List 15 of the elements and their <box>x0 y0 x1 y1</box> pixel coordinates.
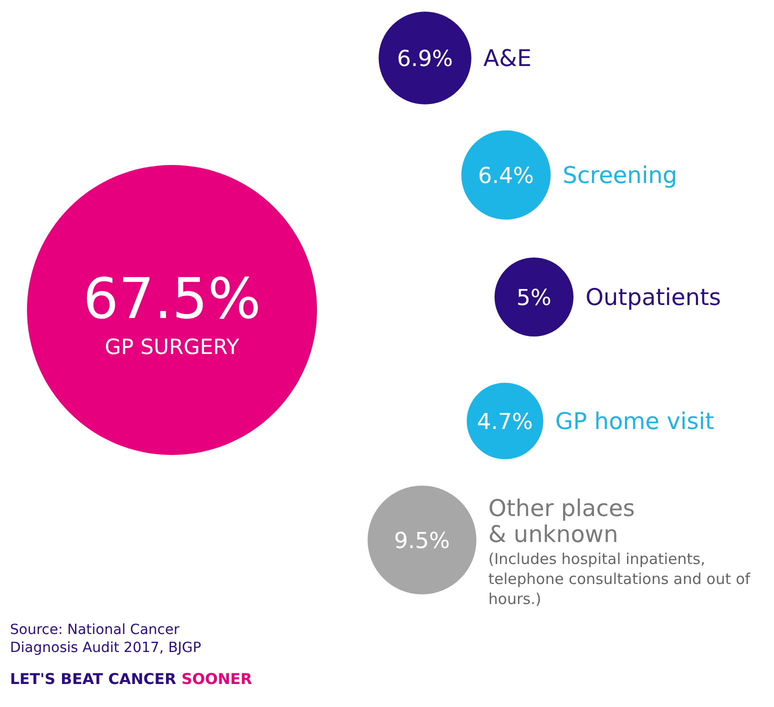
category-label: Screening <box>562 163 678 189</box>
data-label: 5% <box>516 286 552 311</box>
category-label: GP home visit <box>555 409 714 435</box>
category-label: Other places & unknown <box>488 496 635 548</box>
category-label: GP SURGERY <box>104 335 240 359</box>
category-label: Outpatients <box>585 285 721 311</box>
data-label: 6.9% <box>397 47 453 72</box>
data-label: 67.5% <box>83 267 261 332</box>
data-label: 4.7% <box>477 410 533 435</box>
text: LET'S BEAT CANCER SOONER <box>10 670 253 688</box>
data-label: 9.5% <box>394 529 450 554</box>
text: (Includes hospital inpatients, telephone consultations and out of hours.) <box>488 550 751 608</box>
category-label: A&E <box>483 46 532 72</box>
source-note: Source: National Cancer Diagnosis Audit 2017, BJGP <box>10 622 202 656</box>
data-label: 6.4% <box>478 164 534 189</box>
